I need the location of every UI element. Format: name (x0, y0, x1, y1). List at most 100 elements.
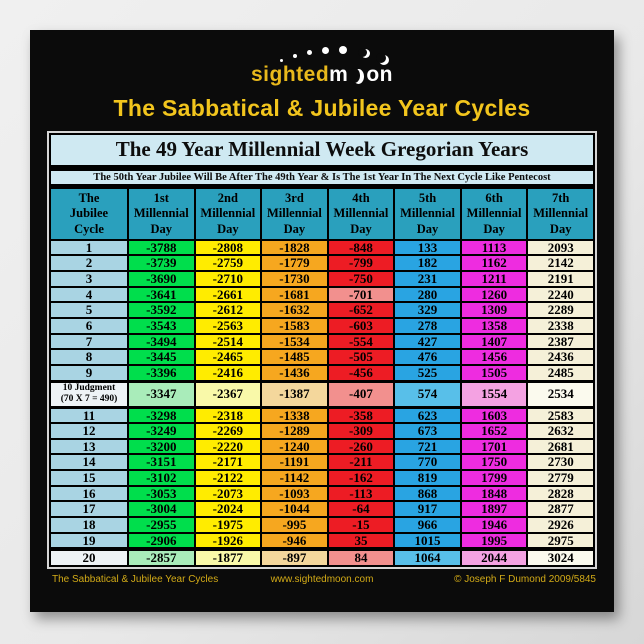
year-cell: -2857 (127, 547, 196, 568)
cycle-cell: 7 (49, 332, 129, 351)
moon-phase-dot-icon (307, 50, 312, 55)
column-header: 4th Millennial Day (326, 187, 396, 241)
year-cell: -1730 (260, 270, 329, 288)
year-cell: 2926 (526, 516, 595, 534)
year-cell: -2318 (193, 406, 263, 425)
year-cell: -1828 (260, 238, 329, 257)
table-row: 6 -3543 -2563 -1583 -603 278 1358 2338 (49, 316, 595, 335)
table-row: 4 -3641 -2661 -1681 -701 280 1260 2240 (49, 285, 595, 304)
moon-phase-full-icon (339, 46, 347, 54)
year-cell: 868 (393, 484, 462, 503)
year-cell: -2367 (193, 379, 263, 409)
year-cell: -995 (260, 516, 329, 534)
year-cell: -2661 (193, 285, 263, 304)
year-cell: 1897 (459, 500, 529, 518)
logo-text-on: on (366, 63, 393, 86)
table-row: 8 -3445 -2465 -1485 -505 476 1456 2436 (49, 348, 595, 366)
year-cell: 84 (326, 547, 396, 568)
year-cell: 2338 (526, 316, 595, 335)
table-row: 2 -3739 -2759 -1779 -799 182 1162 2142 (49, 254, 595, 273)
table-row: 15 -3102 -2122 -1142 -162 819 1799 2779 (49, 469, 595, 487)
year-cell: -1436 (260, 363, 329, 383)
year-cell: -1142 (260, 469, 329, 487)
cycle-cell: 20 (49, 547, 129, 568)
cycle-cell: 19 (49, 531, 129, 551)
year-cell: -2073 (193, 484, 263, 503)
column-header: 7th Millennial Day (526, 187, 595, 241)
year-cell: -1240 (260, 437, 329, 456)
year-cell: -1681 (260, 285, 329, 304)
cycle-cell: 17 (49, 500, 129, 518)
year-cell: -2955 (127, 516, 196, 534)
year-cell: -1338 (260, 406, 329, 425)
year-cell: -1191 (260, 453, 329, 472)
table-row: 11 -3298 -2318 -1338 -358 623 1603 2583 (49, 406, 595, 425)
year-cell: -799 (326, 254, 396, 273)
table-row: 7 -3494 -2514 -1534 -554 427 1407 2387 (49, 332, 595, 351)
year-cell: -897 (260, 547, 329, 568)
year-cell: -505 (326, 348, 396, 366)
year-cell: 673 (393, 422, 462, 440)
year-cell: 623 (393, 406, 462, 425)
year-cell: -554 (326, 332, 396, 351)
year-cell: 2632 (526, 422, 595, 440)
year-cell: 721 (393, 437, 462, 456)
cycle-cell: 14 (49, 453, 129, 472)
cycle-cell: 5 (49, 301, 129, 319)
year-cell: 2534 (526, 379, 595, 409)
year-cell: -1093 (260, 484, 329, 503)
year-cell: 2681 (526, 437, 595, 456)
year-cell: -1877 (193, 547, 263, 568)
moon-phase-full-icon (322, 47, 329, 54)
year-cell: -3543 (127, 316, 196, 335)
table-row: 16 -3053 -2073 -1093 -113 868 1848 2828 (49, 484, 595, 503)
sightedmoon-logo: sightedm on (232, 46, 412, 90)
year-cell: -2220 (193, 437, 263, 456)
year-cell: 2975 (526, 531, 595, 551)
year-cell: -2612 (193, 301, 263, 319)
year-cell: -358 (326, 406, 396, 425)
year-cell: -1387 (260, 379, 329, 409)
year-cell: 231 (393, 270, 462, 288)
table-row: 9 -3396 -2416 -1436 -456 525 1505 2485 (49, 363, 595, 383)
year-cell: -652 (326, 301, 396, 319)
year-cell: -456 (326, 363, 396, 383)
year-cell: -2710 (193, 270, 263, 288)
cycle-cell: 8 (49, 348, 129, 366)
cycle-cell: 4 (49, 285, 129, 304)
year-cell: -1289 (260, 422, 329, 440)
year-cell: -1926 (193, 531, 263, 551)
year-cell: 2485 (526, 363, 595, 383)
moon-phase-dot-icon (280, 59, 283, 62)
year-cell: -946 (260, 531, 329, 551)
column-header: 5th Millennial Day (393, 187, 462, 241)
column-header: The Jubilee Cycle (49, 187, 129, 241)
year-cell: -3053 (127, 484, 196, 503)
year-cell: -1583 (260, 316, 329, 335)
year-cell: -603 (326, 316, 396, 335)
poster-title: The Sabbatical & Jubilee Year Cycles (113, 95, 531, 121)
table-banner: The 49 Year Millennial Week Gregorian Ye… (50, 134, 594, 166)
year-cell: 1211 (459, 270, 529, 288)
year-cell: -3690 (127, 270, 196, 288)
year-cell: -848 (326, 238, 396, 257)
cycle-cell: 3 (49, 270, 129, 288)
year-cell: 1358 (459, 316, 529, 335)
column-header: 1st Millennial Day (127, 187, 196, 241)
moon-phases-icon (278, 46, 398, 64)
year-cell: 2093 (526, 238, 595, 257)
year-cell: 1456 (459, 348, 529, 366)
footer-left: The Sabbatical & Jubilee Year Cycles (52, 574, 219, 585)
year-cell: 525 (393, 363, 462, 383)
year-cell: 1848 (459, 484, 529, 503)
table-row: 12 -3249 -2269 -1289 -309 673 1652 2632 (49, 422, 595, 440)
year-cell: 2142 (526, 254, 595, 273)
year-cell: 1799 (459, 469, 529, 487)
year-cell: -15 (326, 516, 396, 534)
cycle-cell: 12 (49, 422, 129, 440)
logo-text-m: m (329, 63, 349, 86)
year-cell: -750 (326, 270, 396, 288)
column-header: 6th Millennial Day (459, 187, 529, 241)
year-cell: 966 (393, 516, 462, 534)
column-header: 2nd Millennial Day (193, 187, 263, 241)
